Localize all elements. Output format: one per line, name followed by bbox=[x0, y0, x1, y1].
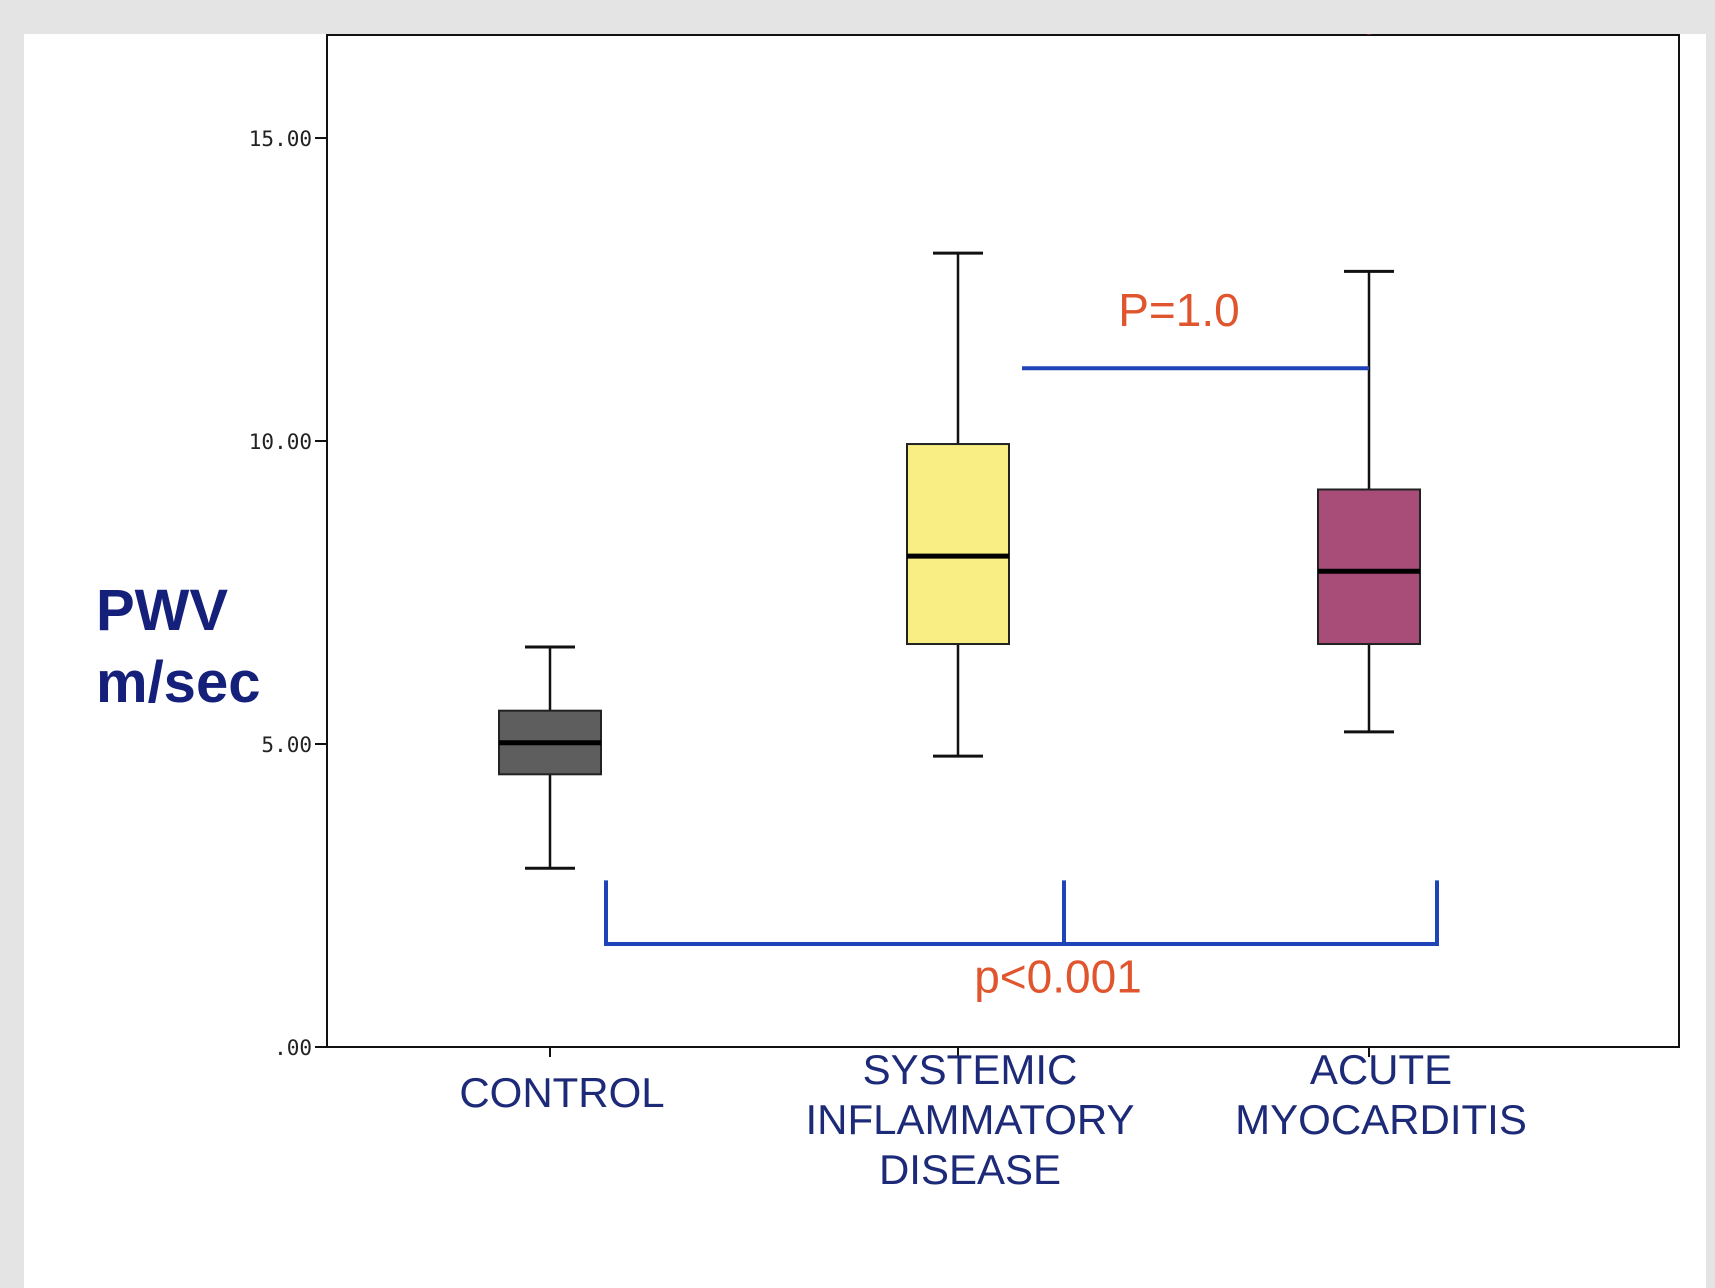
y-axis-label: m/sec bbox=[96, 650, 260, 715]
comparison-all-bracket bbox=[604, 880, 1439, 946]
x-category-label: SYSTEMIC bbox=[863, 1046, 1078, 1093]
box-iqr bbox=[906, 443, 1010, 646]
x-category-label: ACUTE bbox=[1310, 1046, 1452, 1093]
y-tick-label: 15.00 bbox=[249, 127, 312, 151]
y-tick-label: 5.00 bbox=[261, 733, 312, 757]
x-category-label: CONTROL bbox=[459, 1069, 664, 1116]
y-tick-label: 10.00 bbox=[249, 430, 312, 454]
box-iqr bbox=[1317, 488, 1421, 646]
x-category-label: DISEASE bbox=[879, 1146, 1061, 1193]
x-category-label: MYOCARDITIS bbox=[1235, 1096, 1527, 1143]
y-axis-label: PWV bbox=[96, 578, 228, 643]
comparison-pair-label: P=1.0 bbox=[1118, 284, 1240, 336]
y-tick-label: .00 bbox=[274, 1036, 312, 1060]
comparison-all-label: p<0.001 bbox=[974, 950, 1142, 1002]
outlier-point bbox=[1365, 34, 1373, 35]
x-category-label: INFLAMMATORY bbox=[805, 1096, 1134, 1143]
chart-panel: .00 5.00 10.00 15.00 P=1.0 p<0.001 PWV m/sec CON… bbox=[24, 34, 1706, 1288]
boxplot-chart: .00 5.00 10.00 15.00 P=1.0 p<0.001 PWV m/sec CON… bbox=[96, 34, 1680, 1193]
